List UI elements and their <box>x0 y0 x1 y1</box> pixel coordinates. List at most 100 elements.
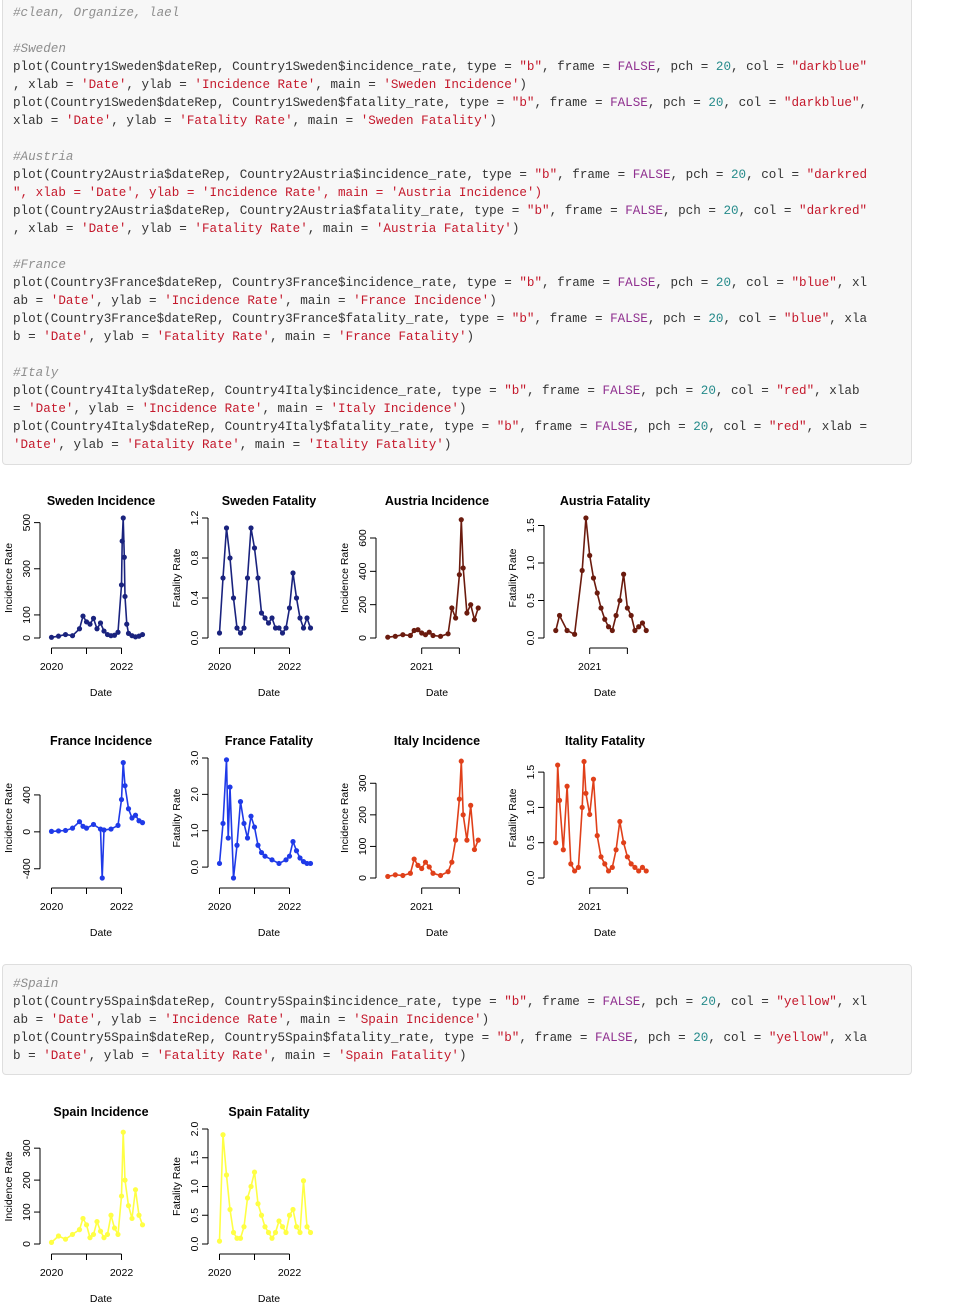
x-axis-label: Date <box>426 927 448 939</box>
data-point <box>104 1231 111 1238</box>
data-point <box>251 545 258 551</box>
y-axis-label: Fatality Rate <box>507 788 519 847</box>
data-point <box>581 758 587 765</box>
plot-sweden-incidence: Sweden Incidence 0 100 300 500 Incidence Rate… <box>0 488 168 708</box>
data-point <box>129 815 135 821</box>
y-tick-label: 100 <box>21 606 33 624</box>
data-point <box>419 865 425 872</box>
data-point <box>458 758 464 764</box>
x-tick-label: 2020 <box>208 1267 232 1279</box>
data-point <box>286 853 293 859</box>
data-point <box>475 605 481 611</box>
data-point <box>80 1215 86 1222</box>
data-point <box>564 783 570 789</box>
data-point <box>251 824 258 830</box>
data-point <box>48 828 55 834</box>
data-point <box>430 870 436 876</box>
y-tick-label: 0.8 <box>189 551 201 566</box>
series-line <box>387 761 479 878</box>
y-tick-label: 1.0 <box>525 556 537 571</box>
data-point <box>279 630 286 636</box>
data-point <box>290 1206 296 1213</box>
data-point <box>475 837 481 843</box>
data-point <box>468 602 474 608</box>
y-tick-label: 200 <box>357 806 369 824</box>
data-point <box>216 1238 223 1244</box>
data-point <box>587 552 593 559</box>
y-tick-label: 0 <box>357 875 369 881</box>
code-line: plot(Country5Spain$dateRep, Country5Spai… <box>13 995 868 1009</box>
series-line <box>387 519 479 638</box>
data-point <box>262 615 268 621</box>
chart-title: Sweden Incidence <box>47 494 155 508</box>
x-tick-label: 2020 <box>40 901 64 913</box>
data-point <box>262 853 268 859</box>
data-point <box>248 813 254 819</box>
chart-title: Itality Fatality <box>565 734 645 748</box>
data-point <box>122 593 128 600</box>
data-point <box>223 525 230 531</box>
data-point <box>118 1193 125 1199</box>
data-point <box>609 864 615 871</box>
series-line <box>555 517 647 636</box>
data-point <box>575 864 581 871</box>
data-point <box>120 1129 126 1135</box>
data-point <box>139 631 146 638</box>
data-point <box>430 632 436 639</box>
data-point <box>632 864 638 871</box>
chart-title: Austria Incidence <box>385 494 489 508</box>
code-line: plot(Country1Sweden$dateRep, Country1Swe… <box>13 60 868 74</box>
data-point <box>437 633 444 639</box>
y-tick-label: 1.5 <box>525 518 537 533</box>
data-point <box>594 833 600 839</box>
data-point <box>276 1218 282 1224</box>
data-point <box>87 621 93 627</box>
y-tick-label: 100 <box>357 838 369 856</box>
code-line: , xlab = 'Date', ylab = 'Incidence Rate'… <box>13 78 527 92</box>
data-point <box>62 827 69 834</box>
x-tick-label: 2020 <box>40 661 64 673</box>
code-line: 'Date', ylab = 'Fatality Rate', main = '… <box>13 438 452 452</box>
code-blank-line <box>13 346 901 364</box>
data-point <box>636 868 642 874</box>
data-point <box>602 616 608 622</box>
data-point <box>80 613 86 619</box>
data-point <box>583 790 589 796</box>
x-tick-label: 2022 <box>110 661 134 673</box>
data-point <box>276 860 282 867</box>
y-tick-label: 400 <box>357 562 369 580</box>
data-point <box>101 1235 107 1241</box>
x-tick-label: 2021 <box>410 661 434 673</box>
code-blank-line <box>13 238 901 256</box>
y-tick-label: 200 <box>21 1171 33 1189</box>
code-line: plot(Country4Italy$dateRep, Country4Ital… <box>13 420 868 434</box>
code-comment-line: #Sweden <box>13 42 66 56</box>
code-line: ab = 'Date', ylab = 'Incidence Rate', ma… <box>13 294 497 308</box>
data-point <box>293 1224 300 1230</box>
data-point <box>90 821 97 828</box>
data-point <box>628 861 634 867</box>
data-point <box>297 855 303 861</box>
data-point <box>449 605 455 611</box>
data-point <box>97 1228 104 1234</box>
data-point <box>307 1229 314 1236</box>
y-tick-label: 1.0 <box>189 823 201 838</box>
code-block-spain: #Spain plot(Country5Spain$dateRep, Countr… <box>2 964 912 1075</box>
data-point <box>94 1219 100 1225</box>
y-tick-label: 100 <box>21 1203 33 1221</box>
data-point <box>300 625 307 631</box>
data-point <box>392 633 398 639</box>
x-axis-label: Date <box>90 927 112 939</box>
data-point <box>258 610 265 616</box>
data-point <box>594 590 600 596</box>
data-point <box>456 796 462 802</box>
y-tick-label: 0 <box>21 1241 33 1247</box>
data-point <box>422 859 429 865</box>
data-point <box>94 626 100 632</box>
data-point <box>605 868 612 874</box>
data-point <box>120 515 126 521</box>
data-point <box>449 859 455 865</box>
code-comment-line: #clean, Organize, lael <box>13 6 180 20</box>
data-point <box>572 631 578 637</box>
data-point <box>62 631 69 638</box>
